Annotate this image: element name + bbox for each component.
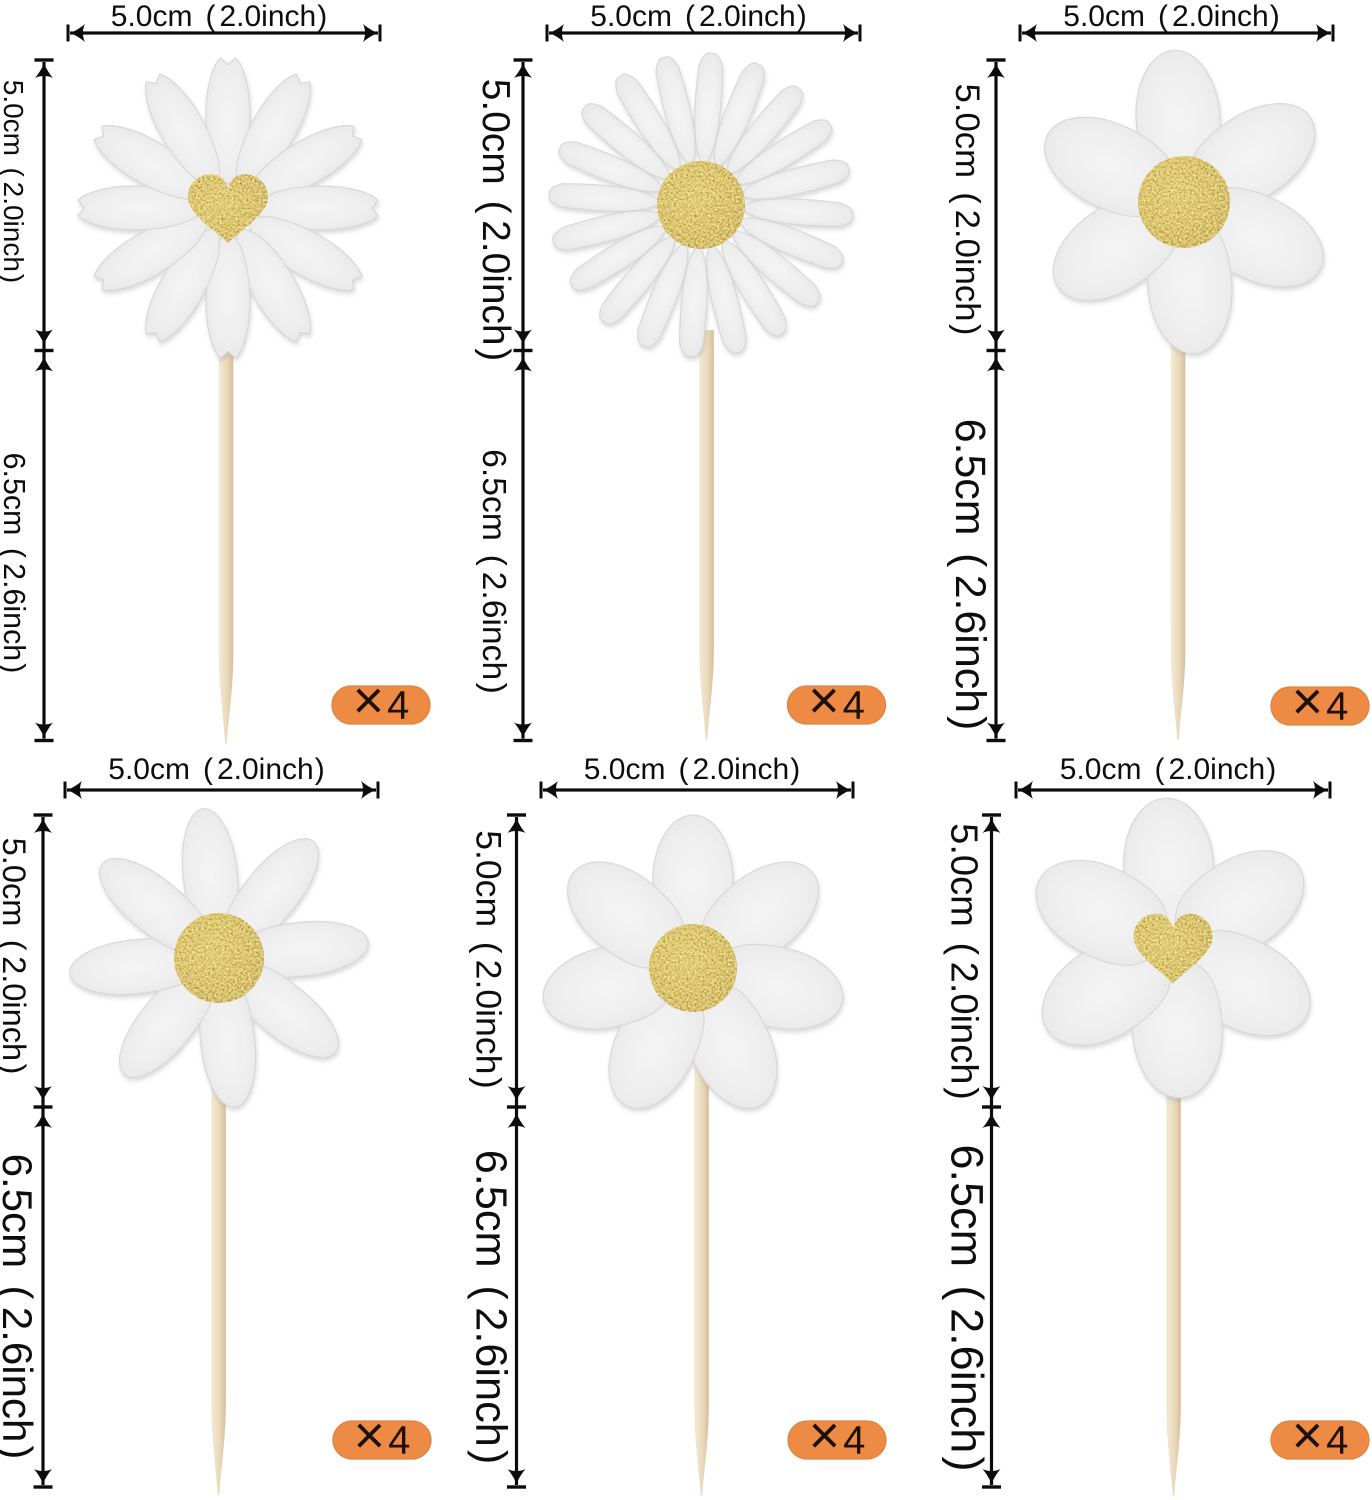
svg-text:6.5cm(2.6inch): 6.5cm(2.6inch): [475, 449, 513, 694]
svg-text:×4: ×4: [1292, 1406, 1349, 1466]
svg-text:×4: ×4: [1292, 672, 1349, 732]
svg-text:5.0cm(2.0inch): 5.0cm(2.0inch): [948, 84, 986, 336]
svg-text:5.0cm(2.0inch): 5.0cm(2.0inch): [0, 80, 29, 284]
svg-text:5.0cm(2.0inch): 5.0cm(2.0inch): [469, 830, 509, 1089]
svg-text:×4: ×4: [809, 1406, 866, 1466]
svg-text:5.0cm(2.0inch): 5.0cm(2.0inch): [584, 753, 800, 786]
svg-text:6.5cm(2.6inch): 6.5cm(2.6inch): [946, 419, 994, 731]
svg-text:6.5cm(2.6inch): 6.5cm(2.6inch): [467, 1150, 515, 1465]
svg-text:×4: ×4: [808, 671, 865, 731]
svg-text:6.5cm(2.6inch): 6.5cm(2.6inch): [0, 453, 31, 674]
svg-text:5.0cm(2.0inch): 5.0cm(2.0inch): [108, 753, 324, 786]
svg-text:5.0cm(2.0inch): 5.0cm(2.0inch): [943, 823, 985, 1100]
svg-text:5.0cm(2.0inch): 5.0cm(2.0inch): [1060, 753, 1276, 786]
svg-text:6.5cm(2.6inch): 6.5cm(2.6inch): [0, 1154, 41, 1460]
svg-text:5.0cm(2.0inch): 5.0cm(2.0inch): [590, 0, 806, 33]
svg-text:5.0cm(2.0inch): 5.0cm(2.0inch): [111, 0, 327, 33]
svg-text:5.0cm(2.0inch): 5.0cm(2.0inch): [0, 838, 33, 1075]
svg-text:×4: ×4: [354, 1406, 411, 1466]
svg-text:5.0cm(2.0inch): 5.0cm(2.0inch): [1063, 0, 1279, 33]
svg-text:5.0cm(2.0inch): 5.0cm(2.0inch): [474, 79, 517, 361]
svg-text:6.5cm(2.6inch): 6.5cm(2.6inch): [942, 1145, 993, 1472]
svg-text:×4: ×4: [353, 671, 410, 731]
